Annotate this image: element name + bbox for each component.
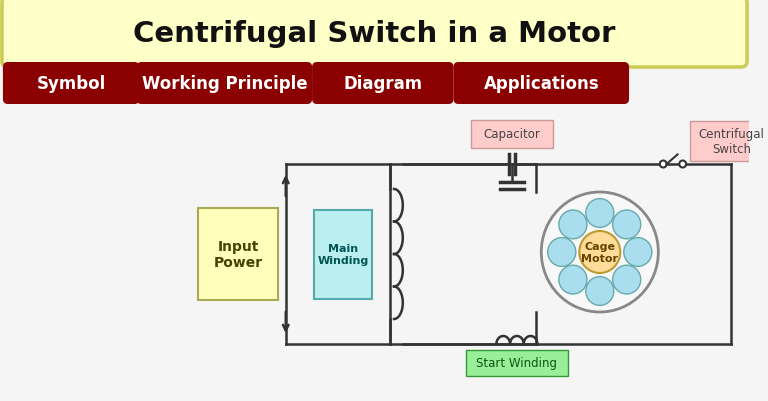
FancyBboxPatch shape	[453, 63, 629, 105]
Circle shape	[548, 238, 576, 267]
Text: Capacitor: Capacitor	[484, 128, 541, 141]
Text: Input
Power: Input Power	[214, 239, 263, 269]
Circle shape	[586, 277, 614, 306]
Text: Diagram: Diagram	[343, 75, 422, 93]
FancyBboxPatch shape	[312, 63, 453, 105]
FancyBboxPatch shape	[198, 209, 278, 300]
Text: Working Principle: Working Principle	[141, 75, 307, 93]
Text: Cage
Motor: Cage Motor	[581, 241, 618, 263]
Circle shape	[613, 265, 641, 294]
Text: Symbol: Symbol	[37, 75, 106, 93]
Text: Centrifugal Switch in a Motor: Centrifugal Switch in a Motor	[134, 20, 616, 48]
Circle shape	[660, 161, 667, 168]
Text: Main
Winding: Main Winding	[317, 243, 369, 265]
FancyBboxPatch shape	[690, 122, 768, 162]
Circle shape	[579, 231, 621, 273]
Text: Centrifugal
Switch: Centrifugal Switch	[699, 128, 764, 156]
Circle shape	[624, 238, 652, 267]
Text: Applications: Applications	[484, 75, 599, 93]
FancyBboxPatch shape	[3, 63, 140, 105]
Circle shape	[613, 211, 641, 239]
FancyBboxPatch shape	[2, 0, 747, 68]
Text: Start Winding: Start Winding	[476, 356, 558, 370]
FancyBboxPatch shape	[137, 63, 312, 105]
FancyBboxPatch shape	[314, 210, 372, 299]
FancyBboxPatch shape	[466, 350, 568, 376]
FancyBboxPatch shape	[471, 121, 553, 149]
Circle shape	[559, 211, 587, 239]
Circle shape	[586, 199, 614, 228]
Circle shape	[679, 161, 686, 168]
Circle shape	[559, 265, 587, 294]
Circle shape	[541, 192, 658, 312]
